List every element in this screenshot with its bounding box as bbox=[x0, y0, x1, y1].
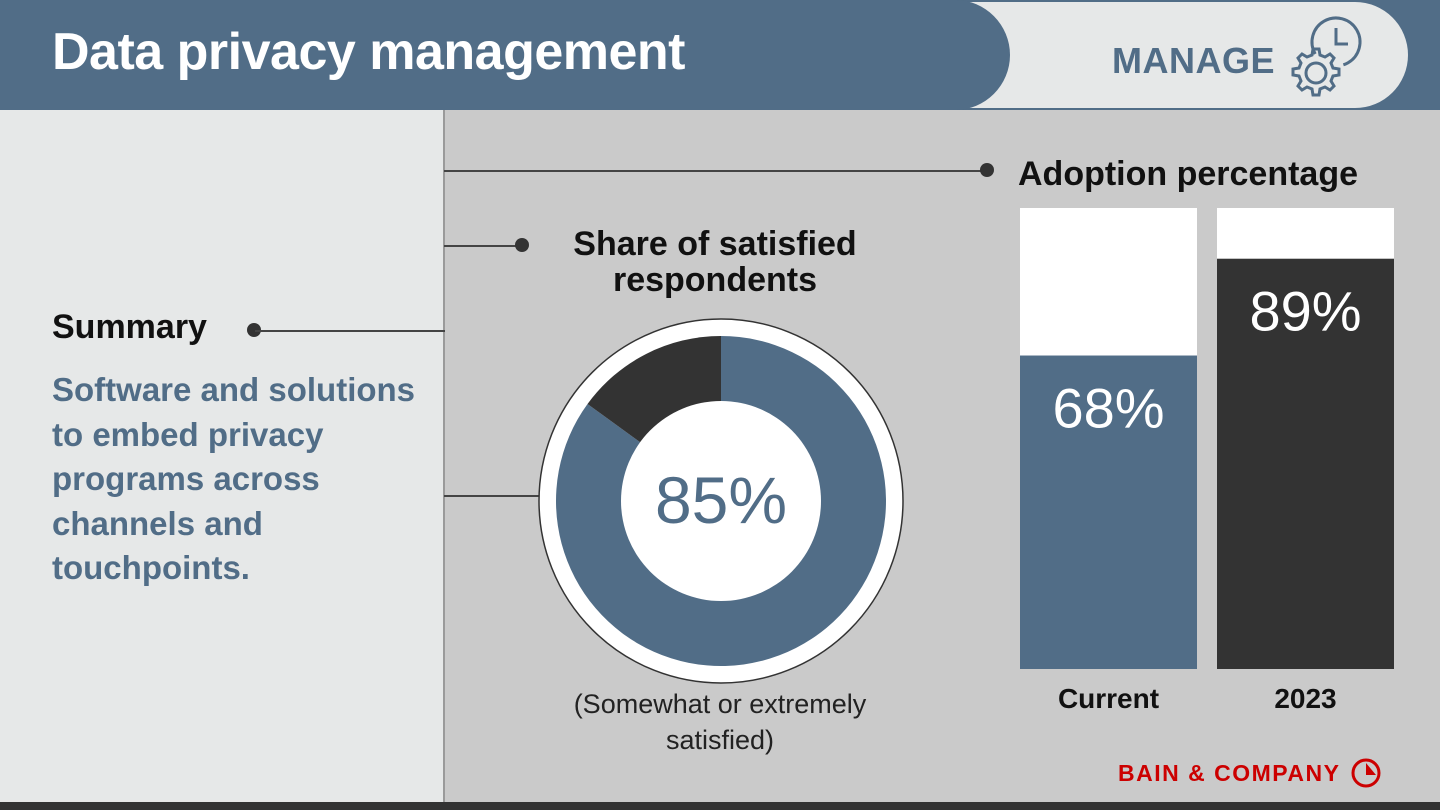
bar-value-label: 68% bbox=[1052, 377, 1164, 440]
footer-bar bbox=[0, 802, 1440, 810]
summary-heading: Summary bbox=[52, 308, 207, 346]
share-connector-line bbox=[444, 245, 522, 247]
summary-connector-dot bbox=[247, 323, 261, 337]
bar-category-label: 2023 bbox=[1274, 683, 1336, 714]
satisfaction-donut-chart: 85% bbox=[538, 318, 904, 684]
adoption-chart-title: Adoption percentage bbox=[1018, 155, 1359, 193]
gear-clock-icon bbox=[1291, 16, 1362, 97]
panel-divider bbox=[443, 110, 445, 802]
bain-logo: BAIN & COMPANY bbox=[1118, 756, 1382, 790]
page-title: Data privacy management bbox=[52, 23, 686, 81]
title-pill bbox=[0, 0, 1010, 110]
donut-center-label: 85% bbox=[655, 463, 787, 537]
summary-panel bbox=[0, 110, 444, 802]
summary-connector-line bbox=[255, 330, 445, 332]
donut-note: (Somewhat or extremely satisfied) bbox=[573, 689, 867, 755]
stage-label: MANAGE bbox=[1112, 40, 1275, 81]
bar-value-label: 89% bbox=[1249, 280, 1361, 343]
donut-connector-line bbox=[444, 495, 540, 497]
bar bbox=[1020, 355, 1197, 669]
bar-category-label: Current bbox=[1058, 683, 1159, 714]
bain-logo-icon bbox=[1351, 758, 1381, 788]
share-connector-dot bbox=[515, 238, 529, 252]
brand-name: BAIN & COMPANY bbox=[1118, 759, 1341, 786]
donut-hole bbox=[621, 401, 821, 601]
stage-pill bbox=[960, 2, 1408, 108]
summary-body: Software and solutions to embed privacy … bbox=[52, 371, 416, 586]
bar bbox=[1217, 258, 1394, 669]
adoption-connector-dot bbox=[980, 163, 994, 177]
adoption-connector-line bbox=[444, 170, 988, 172]
adoption-bar-chart: 68% Current 89% 2023 bbox=[1020, 208, 1394, 714]
share-chart-title: Share of satisfied respondents bbox=[573, 225, 857, 299]
